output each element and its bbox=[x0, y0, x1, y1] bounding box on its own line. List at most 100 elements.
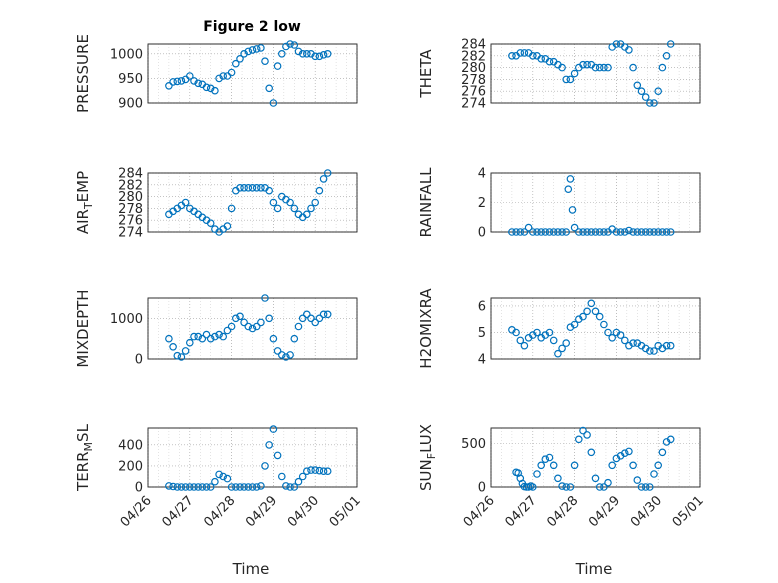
data-point bbox=[558, 482, 566, 490]
data-point bbox=[650, 470, 658, 478]
x-tick-label: 04/27 bbox=[160, 493, 197, 530]
data-point bbox=[554, 228, 562, 236]
data-point bbox=[566, 75, 575, 84]
y-tick-label: 400 bbox=[118, 438, 143, 453]
data-point bbox=[302, 210, 311, 219]
x-tick-label: 04/26 bbox=[461, 493, 498, 530]
axes-frame bbox=[147, 427, 358, 488]
y-axis-label: MIXDEPTH bbox=[74, 289, 92, 367]
axes-frame bbox=[147, 43, 358, 104]
data-point bbox=[269, 334, 278, 343]
data-point bbox=[587, 448, 596, 457]
data-point bbox=[269, 425, 278, 433]
data-point bbox=[562, 228, 571, 236]
data-point bbox=[528, 483, 537, 491]
data-point bbox=[641, 228, 650, 236]
data-point bbox=[202, 483, 211, 491]
data-point bbox=[265, 441, 274, 449]
data-point bbox=[533, 328, 541, 337]
y-axis-label: SUNFLUX bbox=[417, 424, 438, 491]
data-point bbox=[177, 483, 186, 491]
data-point bbox=[629, 63, 637, 72]
data-point bbox=[608, 461, 617, 470]
data-point bbox=[273, 347, 282, 355]
data-point bbox=[645, 347, 654, 355]
data-point bbox=[206, 483, 215, 491]
series-h2omixra bbox=[508, 299, 675, 358]
data-point bbox=[595, 312, 604, 321]
data-point bbox=[658, 228, 667, 236]
data-point bbox=[662, 51, 671, 60]
data-point bbox=[265, 314, 274, 323]
y-tick-label: 2 bbox=[478, 196, 486, 211]
data-point bbox=[620, 228, 629, 236]
y-tick-label: 4 bbox=[478, 167, 486, 182]
data-point bbox=[637, 87, 646, 96]
data-point bbox=[574, 435, 583, 444]
data-point bbox=[277, 472, 286, 481]
data-point bbox=[286, 198, 294, 207]
y-tick-label: 0 bbox=[478, 481, 486, 496]
data-point bbox=[261, 57, 269, 66]
data-point bbox=[186, 483, 194, 491]
subplot-terr-msl: 0 200 400 04/26 04/27 04/28 04/29 04/30 05/01 TER… bbox=[74, 423, 364, 530]
data-point bbox=[311, 318, 320, 327]
data-point bbox=[252, 184, 261, 192]
y-tick-label: 276 bbox=[461, 85, 486, 100]
data-point bbox=[591, 307, 600, 316]
data-point bbox=[190, 332, 198, 341]
data-point bbox=[311, 466, 320, 474]
data-point bbox=[549, 461, 558, 470]
data-point bbox=[524, 223, 533, 232]
data-point bbox=[616, 228, 625, 236]
y-tick-label: 500 bbox=[461, 437, 486, 452]
data-point bbox=[319, 175, 328, 183]
data-point bbox=[574, 228, 583, 236]
data-point bbox=[662, 228, 671, 236]
y-tick-label: 278 bbox=[461, 73, 486, 88]
data-point bbox=[541, 228, 550, 236]
data-point bbox=[650, 99, 658, 107]
axes-frame bbox=[147, 297, 358, 360]
data-point bbox=[169, 342, 177, 351]
data-point bbox=[545, 453, 554, 462]
data-point bbox=[265, 84, 274, 93]
data-point bbox=[236, 483, 244, 491]
subplot-h2omixra: 4 5 6 H2OMIXRA bbox=[417, 288, 701, 369]
data-point bbox=[240, 318, 248, 327]
data-point bbox=[323, 310, 332, 319]
data-point bbox=[564, 185, 573, 194]
data-point bbox=[528, 228, 537, 236]
y-axis-label: THETA bbox=[417, 49, 435, 99]
data-point bbox=[257, 184, 265, 192]
data-point bbox=[307, 204, 315, 213]
data-point bbox=[232, 59, 240, 68]
data-point bbox=[265, 186, 274, 195]
data-point bbox=[662, 341, 671, 350]
data-point bbox=[277, 49, 286, 58]
y-tick-label: 0 bbox=[135, 353, 143, 368]
data-point bbox=[637, 483, 646, 491]
data-point bbox=[232, 314, 240, 323]
data-point bbox=[570, 223, 579, 232]
data-point bbox=[654, 228, 663, 236]
data-point bbox=[290, 334, 299, 343]
data-point bbox=[604, 328, 612, 337]
data-point bbox=[666, 228, 675, 236]
data-point bbox=[595, 63, 604, 72]
data-point bbox=[591, 63, 600, 72]
data-point bbox=[570, 69, 579, 78]
data-point bbox=[629, 228, 637, 236]
data-point bbox=[629, 461, 637, 470]
axes-frame bbox=[490, 43, 701, 104]
data-point bbox=[528, 51, 537, 60]
series-terr-msl bbox=[165, 425, 332, 491]
data-point bbox=[211, 477, 219, 486]
data-point bbox=[537, 461, 546, 470]
data-point bbox=[541, 455, 550, 464]
data-point bbox=[579, 426, 587, 435]
data-point bbox=[633, 476, 642, 484]
data-point bbox=[654, 461, 663, 470]
y-tick-label: 950 bbox=[118, 72, 143, 87]
